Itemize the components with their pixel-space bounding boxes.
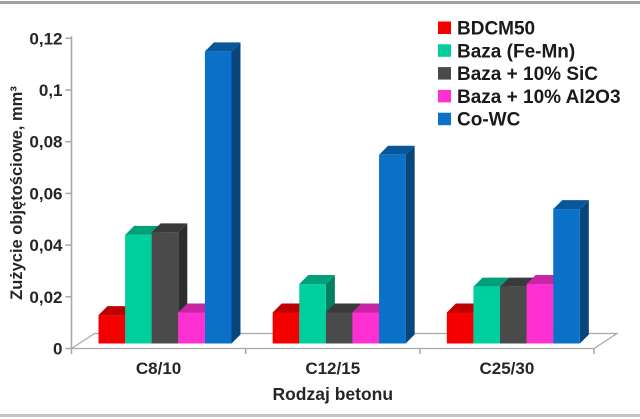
- bar-face-front: [98, 315, 126, 344]
- top-border-line: [0, 1, 640, 4]
- bar-Co-WC-C12/15: [379, 145, 415, 344]
- bar-face-front: [446, 312, 474, 344]
- bar-face-front: [473, 286, 501, 344]
- bar-face-front: [325, 312, 353, 344]
- bar-face-top: [379, 145, 415, 155]
- legend-swatch: [438, 112, 451, 126]
- bar-face-top: [325, 303, 362, 313]
- y-axis-tick-label: 0,04: [29, 236, 63, 255]
- y-axis-tick-label: 0: [53, 340, 62, 359]
- category-label: C12/15: [305, 359, 360, 378]
- bar-Baza (Fe-Mn)-C12/15: [299, 275, 335, 344]
- bar-face-front: [500, 286, 527, 344]
- y-axis-tick-label: 0,08: [29, 133, 62, 152]
- bar-face-top: [204, 42, 241, 52]
- legend-swatch: [438, 67, 451, 80]
- bar-face-top: [299, 275, 335, 285]
- legend-label: Baza (Fe-Mn): [457, 41, 575, 62]
- legend-label: Co-WC: [457, 110, 521, 131]
- legend-swatch: [438, 21, 451, 34]
- bar-face-side: [579, 200, 589, 344]
- bar-face-front: [272, 312, 300, 344]
- x-axis-title: Rodzaj betonu: [272, 384, 393, 404]
- bar-face-top: [473, 277, 510, 287]
- y-axis-tick-label: 0,06: [29, 184, 62, 203]
- y-axis-tick-label: 0,1: [39, 81, 63, 100]
- bar-face-front: [352, 312, 380, 344]
- bar-Co-WC-C8/10: [204, 42, 241, 344]
- legend-swatch: [438, 89, 451, 103]
- y-axis-title: Zużycie objętościowe, mm³: [8, 86, 26, 300]
- legend-label: Baza + 10% SiC: [457, 64, 598, 85]
- bottom-border-line: [0, 414, 640, 417]
- bar-face-front: [125, 234, 152, 344]
- y-axis-tick-label: 0,12: [29, 29, 62, 48]
- bar-face-side: [231, 42, 241, 344]
- bar-face-side: [405, 145, 415, 344]
- bar-face-front: [299, 284, 326, 344]
- bar-face-front: [553, 209, 580, 344]
- bar-face-front: [178, 312, 205, 344]
- category-label: C25/30: [480, 359, 535, 378]
- bar-face-front: [204, 51, 232, 344]
- legend-label: BDCM50: [457, 19, 535, 40]
- legend-label: Baza + 10% Al2O3: [457, 87, 621, 108]
- bar-face-front: [151, 232, 179, 344]
- bar-Co-WC-C25/30: [553, 200, 589, 344]
- legend-swatch: [438, 44, 451, 57]
- y-axis-tick-label: 0,02: [29, 288, 62, 307]
- bar-face-top: [553, 200, 589, 210]
- bar-face-front: [379, 154, 406, 344]
- bar-face-front: [526, 284, 554, 344]
- category-label: C8/10: [136, 359, 181, 378]
- bar-face-top: [151, 223, 188, 233]
